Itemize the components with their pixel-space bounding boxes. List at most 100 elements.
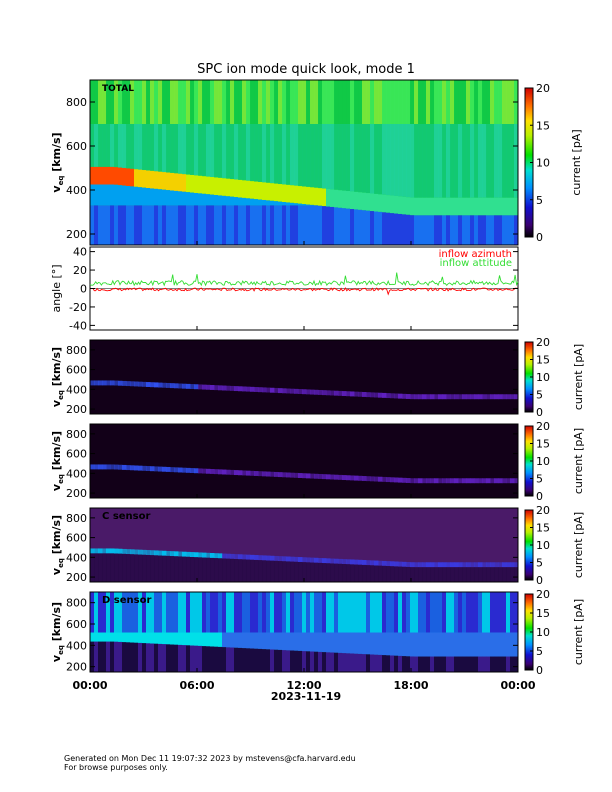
heat-cell xyxy=(358,80,363,124)
heat-cell xyxy=(494,215,499,245)
heat-cell xyxy=(286,650,291,672)
heat-cell xyxy=(118,592,123,633)
heat-cell xyxy=(262,124,267,183)
heat-cell xyxy=(226,632,231,648)
heat-cell xyxy=(222,205,227,245)
heat-cell xyxy=(426,656,431,672)
heat-cell xyxy=(462,478,467,484)
heat-cell xyxy=(258,124,263,182)
heat-cell xyxy=(306,473,311,479)
heat-cell xyxy=(450,656,455,672)
heat-cell xyxy=(278,124,283,185)
heat-cell xyxy=(422,632,427,657)
heat-cell xyxy=(510,632,515,657)
heat-cell xyxy=(210,646,215,672)
heat-cell xyxy=(274,632,279,650)
heat-cell xyxy=(310,557,315,563)
heat-cell xyxy=(390,393,395,399)
heat-cell xyxy=(374,592,379,633)
colorbar-tick-label: 15 xyxy=(536,522,550,535)
heat-cell xyxy=(138,381,143,387)
heat-cell xyxy=(482,562,487,568)
heat-cell xyxy=(218,558,223,582)
heat-cell xyxy=(450,80,455,124)
heat-cell xyxy=(474,197,479,216)
heat-cell xyxy=(262,649,267,672)
heat-cell xyxy=(470,80,475,124)
heat-cell xyxy=(278,632,283,650)
heat-cell xyxy=(450,567,455,582)
heat-cell xyxy=(198,645,203,672)
heat-cell xyxy=(166,190,171,206)
heat-cell xyxy=(426,567,431,582)
heat-cell xyxy=(294,388,299,394)
heat-cell xyxy=(334,207,339,245)
heat-cell xyxy=(122,167,127,186)
heat-cell xyxy=(202,557,207,582)
heat-cell xyxy=(374,654,379,672)
heat-cell xyxy=(162,189,167,206)
heat-cell xyxy=(218,469,223,475)
heat-cell xyxy=(510,394,515,400)
heat-cell xyxy=(110,464,115,470)
heat-cell xyxy=(230,179,235,197)
heat-cell xyxy=(258,387,263,393)
heat-cell xyxy=(214,177,219,196)
heat-cell xyxy=(210,124,215,178)
heat-cell xyxy=(314,651,319,672)
heat-cell xyxy=(278,388,283,394)
heat-cell xyxy=(286,592,291,633)
heat-cell xyxy=(158,632,163,644)
heat-cell xyxy=(398,592,403,633)
heat-cell xyxy=(366,654,371,672)
heat-cell xyxy=(298,203,303,206)
heat-cell xyxy=(186,645,191,672)
x-axis-date: 2023-11-19 xyxy=(271,690,341,703)
heat-cell xyxy=(494,632,499,657)
heat-cell xyxy=(434,215,439,245)
heat-cell xyxy=(270,471,275,477)
heat-cell xyxy=(178,173,183,192)
heat-cell xyxy=(126,124,131,169)
y-tick-label: 800 xyxy=(66,344,87,357)
heat-cell xyxy=(146,550,151,555)
heat-cell xyxy=(162,80,167,124)
heat-cell xyxy=(98,124,103,167)
heat-cell xyxy=(150,466,155,472)
heat-cell xyxy=(138,549,143,555)
heat-cell xyxy=(442,394,447,400)
heat-cell xyxy=(162,632,167,645)
heat-cell xyxy=(194,80,199,124)
heat-cell xyxy=(474,215,479,245)
heat-cell xyxy=(318,651,323,672)
heat-cell xyxy=(290,632,295,651)
heat-cell xyxy=(394,566,399,582)
heat-cell xyxy=(94,205,99,245)
heat-cell xyxy=(422,394,427,400)
heat-cell xyxy=(226,80,231,124)
heat-cell xyxy=(330,558,335,564)
heat-cell xyxy=(138,554,143,582)
heat-cell xyxy=(346,559,351,565)
heat-cell xyxy=(206,557,211,582)
heat-cell xyxy=(430,478,435,484)
heat-cell xyxy=(250,592,255,633)
heat-cell xyxy=(294,592,299,633)
heat-cell xyxy=(498,562,503,568)
heat-cell xyxy=(158,124,163,172)
heat-cell xyxy=(386,477,391,483)
heat-cell xyxy=(362,124,367,193)
heat-cell xyxy=(414,80,419,124)
heat-cell xyxy=(178,467,183,473)
heat-cell xyxy=(302,204,307,206)
heat-cell xyxy=(106,632,111,642)
heat-cell xyxy=(302,592,307,633)
heat-cell xyxy=(158,555,163,582)
heat-cell xyxy=(450,632,455,657)
heat-cell xyxy=(310,651,315,672)
heat-cell xyxy=(462,656,467,672)
colorbar-tick-label: 20 xyxy=(536,588,550,601)
heat-cell xyxy=(102,124,107,167)
heat-cell xyxy=(354,191,359,210)
